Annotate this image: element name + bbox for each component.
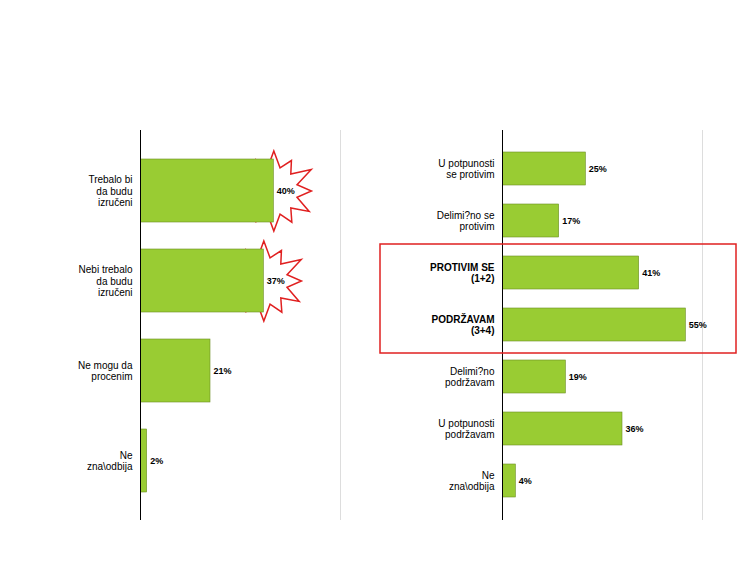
svg-text:41%: 41% <box>642 268 660 278</box>
svg-text:Nezna\odbija: Nezna\odbija <box>87 450 133 473</box>
svg-text:40%: 40% <box>277 186 295 196</box>
svg-text:Ne mogu daprocenim: Ne mogu daprocenim <box>78 360 133 383</box>
svg-text:Nezna\odbija: Nezna\odbija <box>449 470 495 493</box>
svg-text:21%: 21% <box>214 366 232 376</box>
svg-text:4%: 4% <box>519 476 532 486</box>
svg-text:19%: 19% <box>569 372 587 382</box>
svg-text:PODRŽAVAM(3+4): PODRŽAVAM(3+4) <box>432 313 495 337</box>
svg-text:U potpunostise protivim: U potpunostise protivim <box>438 158 494 181</box>
svg-text:36%: 36% <box>626 424 644 434</box>
svg-text:17%: 17% <box>562 216 580 226</box>
svg-text:Delimi?nopodržavam: Delimi?nopodržavam <box>445 366 495 389</box>
svg-text:U potpunostipodržavam: U potpunostipodržavam <box>438 418 494 441</box>
svg-text:55%: 55% <box>689 320 707 330</box>
svg-text:PROTIVIM SE(1+2): PROTIVIM SE(1+2) <box>430 262 495 285</box>
svg-text:2%: 2% <box>150 456 163 466</box>
svg-text:Trebalo bida buduizručeni: Trebalo bida buduizručeni <box>88 174 132 208</box>
svg-text:Nebi trebaloda buduizručeni: Nebi trebaloda buduizručeni <box>79 264 133 298</box>
svg-text:Delimi?no seprotivim: Delimi?no seprotivim <box>437 210 495 233</box>
svg-text:25%: 25% <box>589 164 607 174</box>
svg-text:37%: 37% <box>267 276 285 286</box>
